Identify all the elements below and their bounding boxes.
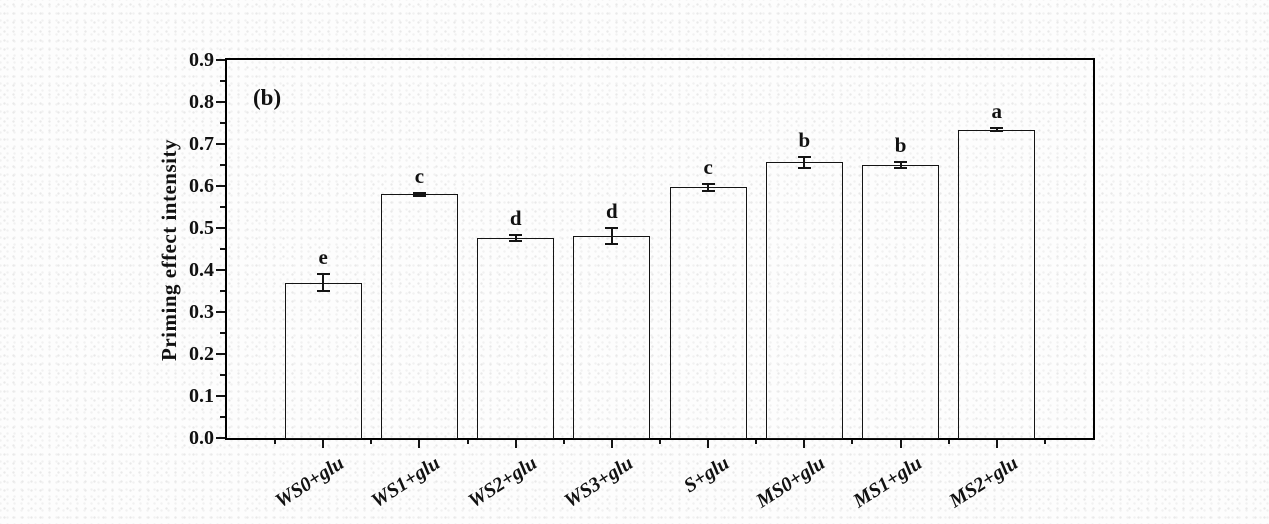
y-axis-minor-tick [220, 248, 225, 250]
x-axis-major-tick [995, 440, 998, 448]
plot-frame [225, 58, 1095, 440]
y-axis-tick-label: 0.4 [189, 259, 214, 281]
y-axis-major-tick [216, 101, 225, 103]
significance-letter: c [703, 154, 713, 179]
y-axis-major-tick [216, 227, 225, 229]
x-axis-minor-tick [274, 440, 277, 444]
x-axis-tick-label: WS0+glu [271, 452, 349, 513]
y-axis-tick-label: 0.5 [189, 217, 214, 239]
error-bar-top-cap [605, 227, 619, 230]
significance-letter: d [509, 205, 522, 230]
y-axis-tick-label: 0.3 [189, 301, 214, 323]
error-bar [418, 193, 421, 196]
x-axis-major-tick [899, 440, 902, 448]
x-axis-major-tick [707, 440, 710, 448]
y-axis-minor-tick [220, 164, 225, 166]
x-axis-major-tick [610, 440, 613, 448]
significance-letter: d [606, 199, 618, 224]
error-bar-bottom-cap [412, 194, 426, 197]
x-axis-tick-label: MS2+glu [945, 452, 1022, 513]
y-axis-major-tick [216, 269, 225, 271]
error-bar [995, 128, 998, 132]
x-axis-minor-tick [947, 440, 950, 444]
error-bar-bottom-cap [605, 243, 619, 246]
x-axis-minor-tick [755, 440, 758, 444]
significance-letter: b [798, 128, 811, 153]
x-axis-tick-label: WS3+glu [560, 452, 637, 513]
x-axis-major-tick [514, 440, 517, 448]
bar [380, 194, 458, 439]
error-bar-bottom-cap [990, 130, 1004, 133]
bar [477, 238, 555, 439]
y-axis-tick-label: 0.1 [189, 385, 214, 407]
error-bar [803, 157, 806, 168]
y-axis-major-tick [216, 311, 225, 313]
x-axis-major-tick [418, 440, 421, 448]
x-axis-tick-label: S+glu [679, 452, 734, 498]
error-bar [322, 273, 325, 292]
significance-letter: b [894, 133, 907, 158]
y-axis-minor-tick [220, 332, 225, 334]
x-axis-minor-tick [370, 440, 373, 444]
x-axis-tick-label: MS0+glu [752, 452, 830, 513]
x-axis-minor-tick [851, 440, 854, 444]
error-bar-top-cap [412, 192, 426, 195]
error-bar-top-cap [509, 233, 523, 236]
error-bar-top-cap [701, 182, 715, 185]
y-axis-tick-label: 0.0 [189, 427, 214, 449]
significance-letter: c [414, 164, 425, 189]
y-axis-major-tick [216, 395, 225, 397]
y-axis-minor-tick [220, 80, 225, 82]
y-axis-major-tick [216, 185, 225, 187]
y-axis-minor-tick [220, 122, 225, 124]
error-bar-bottom-cap [509, 240, 523, 243]
y-axis-tick-label: 0.9 [189, 49, 214, 71]
y-axis-major-tick [216, 353, 225, 355]
x-axis-tick-label: MS1+glu [848, 452, 926, 513]
x-axis-minor-tick [562, 440, 565, 444]
error-bar-top-cap [990, 127, 1004, 130]
error-bar-bottom-cap [894, 166, 908, 169]
y-axis-major-tick [216, 59, 225, 61]
bar [573, 236, 651, 439]
bar [958, 129, 1036, 439]
y-axis-tick-label: 0.6 [189, 175, 214, 197]
y-axis-tick-label: 0.7 [189, 133, 214, 155]
x-axis-minor-tick [466, 440, 469, 444]
x-axis-tick-label: WS1+glu [367, 452, 445, 513]
bar [765, 162, 843, 439]
y-axis-minor-tick [220, 206, 225, 208]
significance-letter: a [991, 99, 1003, 124]
error-bar-bottom-cap [701, 189, 715, 192]
error-bar [899, 162, 902, 168]
x-axis-minor-tick [1043, 440, 1046, 444]
error-bar-top-cap [316, 272, 330, 275]
panel-label: (b) [253, 85, 282, 110]
bar [669, 187, 747, 439]
y-axis-minor-tick [220, 290, 225, 292]
x-axis-tick-label: WS2+glu [464, 452, 541, 513]
error-bar [514, 234, 517, 242]
x-axis-minor-tick [659, 440, 661, 444]
error-bar-bottom-cap [316, 290, 330, 293]
y-axis-minor-tick [220, 374, 225, 376]
error-bar-bottom-cap [797, 166, 811, 169]
y-axis-tick-label: 0.2 [189, 343, 214, 365]
x-axis-major-tick [322, 440, 325, 448]
error-bar [610, 228, 613, 245]
significance-letter: e [318, 244, 328, 269]
y-axis-tick-label: 0.8 [189, 91, 214, 113]
x-axis-major-tick [803, 440, 806, 448]
error-bar-top-cap [797, 156, 811, 159]
y-axis-major-tick [216, 143, 225, 145]
error-bar-top-cap [894, 161, 908, 164]
bar [284, 282, 362, 439]
error-bar [707, 183, 710, 191]
bar [862, 165, 940, 439]
y-axis-major-tick [216, 437, 225, 439]
y-axis-minor-tick [220, 416, 225, 418]
